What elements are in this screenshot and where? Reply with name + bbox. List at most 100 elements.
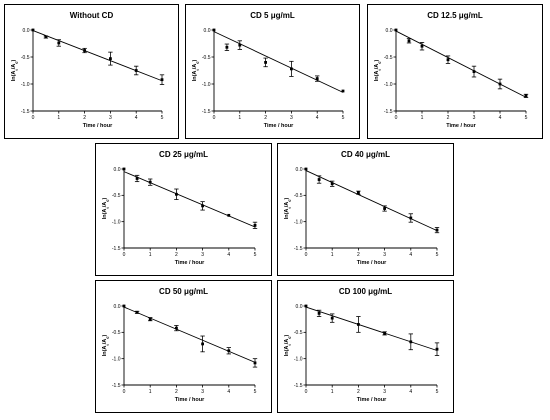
x-tick-label: 2 [264,115,267,121]
chart-title: CD 50 μg/mL [159,287,208,296]
chart-title: CD 12.5 μg/mL [427,11,483,20]
chart-svg: CD 40 μg/mL 0 1 2 3 4 5 0.0 -0.5 -1.0 -1.5 Time / h… [284,150,440,266]
data-point [225,45,229,49]
x-tick-label: 5 [161,115,164,121]
x-tick-label: 3 [383,389,386,395]
data-point [341,89,345,93]
x-tick-label: 4 [227,389,230,395]
data-point [134,69,138,72]
data-point [304,167,308,171]
y-tick-label: -1.5 [202,109,211,115]
x-tick-label: 4 [409,389,412,395]
y-axis-label: ln(At/A0) [11,60,19,82]
y-tick-label: 0.0 [296,167,303,173]
y-tick-label: -1.0 [202,82,211,88]
chart-svg: Without CD 0 1 2 3 4 5 0.0 -0.5 -1.0 -1.5 Time / ho… [11,11,165,129]
y-tick-label: -1.5 [294,383,303,389]
data-point [201,342,204,346]
x-tick-label: 3 [290,115,293,121]
x-tick-label: 0 [305,252,308,258]
data-point [160,78,164,82]
fit-line [123,171,256,228]
data-point [317,311,321,315]
y-tick-label: 0.0 [114,167,121,173]
x-axis-label: Time / hour [83,123,113,129]
data-point [201,204,204,208]
fit-line [32,30,163,82]
data-point [315,77,319,80]
data-point [383,207,386,210]
y-tick-label: -0.5 [294,330,303,336]
x-axis-label: Time / hour [264,123,294,129]
data-point [317,178,321,181]
x-tick-label: 5 [436,389,439,395]
data-point [264,61,267,64]
panel-cd-12-5: CD 12.5 μg/mL 0 1 2 3 4 5 0.0 -0.5 -1.0 -1.5 Time /… [367,4,543,139]
y-tick-label: -1.5 [384,109,393,115]
data-point [472,70,476,73]
x-tick-label: 3 [383,252,386,258]
chart-svg: CD 25 μg/mL 0 1 2 3 4 5 0.0 -0.5 -1.0 -1.5 Time / h… [102,150,258,266]
y-axis-label: ln(At/A0) [102,198,110,220]
data-point [212,28,216,32]
x-tick-label: 3 [201,389,204,395]
fit-line [395,30,527,98]
y-tick-label: -1.0 [294,356,303,362]
x-tick-label: 0 [395,115,398,121]
y-tick-label: -0.5 [112,193,121,199]
panel-cd-5: CD 5 μg/mL 0 1 2 3 4 5 0.0 -0.5 -1.0 -1.5 Time / ho… [185,4,360,139]
x-tick-label: 5 [436,252,439,258]
data-point [175,326,178,330]
data-point [44,35,48,39]
y-tick-label: -1.5 [294,246,303,252]
x-tick-label: 2 [357,252,360,258]
x-tick-label: 4 [499,115,502,121]
data-point [420,44,424,48]
x-tick-label: 1 [238,115,241,121]
x-tick-label: 2 [83,115,86,121]
y-tick-label: -0.5 [384,55,393,61]
y-tick-label: 0.0 [114,304,121,310]
x-tick-label: 3 [109,115,112,121]
x-tick-label: 3 [201,252,204,258]
x-axis-label: Time / hour [446,123,476,129]
data-point [83,49,86,52]
x-axis-label: Time / hour [175,260,205,266]
x-tick-label: 5 [254,252,257,258]
x-tick-label: 2 [175,252,178,258]
x-tick-label: 0 [305,389,308,395]
x-tick-label: 3 [473,115,476,121]
x-tick-label: 1 [331,389,334,395]
data-point [109,57,112,61]
y-tick-label: -1.0 [294,219,303,225]
x-tick-label: 4 [316,115,319,121]
x-tick-label: 1 [149,252,152,258]
panel-cd-100: CD 100 μg/mL 0 1 2 3 4 5 0.0 -0.5 -1.0 -1.5 Time / … [277,280,454,413]
y-axis-label: ln(At/A0) [374,60,382,82]
y-tick-label: 0.0 [23,28,30,34]
y-tick-label: -1.0 [112,219,121,225]
data-point [227,213,231,217]
x-tick-label: 1 [149,389,152,395]
chart-title: CD 100 μg/mL [339,287,392,296]
y-tick-label: 0.0 [386,28,393,34]
x-tick-label: 1 [57,115,60,121]
data-point [135,177,139,180]
x-tick-label: 0 [32,115,35,121]
fit-line [213,31,344,93]
data-point [135,310,139,314]
x-tick-label: 2 [447,115,450,121]
data-point [122,304,126,308]
chart-svg: CD 50 μg/mL 0 1 2 3 4 5 0.0 -0.5 -1.0 -1.5 Time / h… [102,287,258,403]
x-tick-label: 2 [175,389,178,395]
data-point [148,317,152,321]
data-point [227,349,231,353]
data-point [330,316,334,320]
x-tick-label: 4 [227,252,230,258]
y-tick-label: -0.5 [112,330,121,336]
chart-title: CD 25 μg/mL [159,150,208,159]
y-axis-label: ln(At/A0) [192,60,200,82]
chart-title: CD 40 μg/mL [341,150,390,159]
y-tick-label: -1.5 [112,383,121,389]
chart-title: CD 5 μg/mL [250,11,295,20]
